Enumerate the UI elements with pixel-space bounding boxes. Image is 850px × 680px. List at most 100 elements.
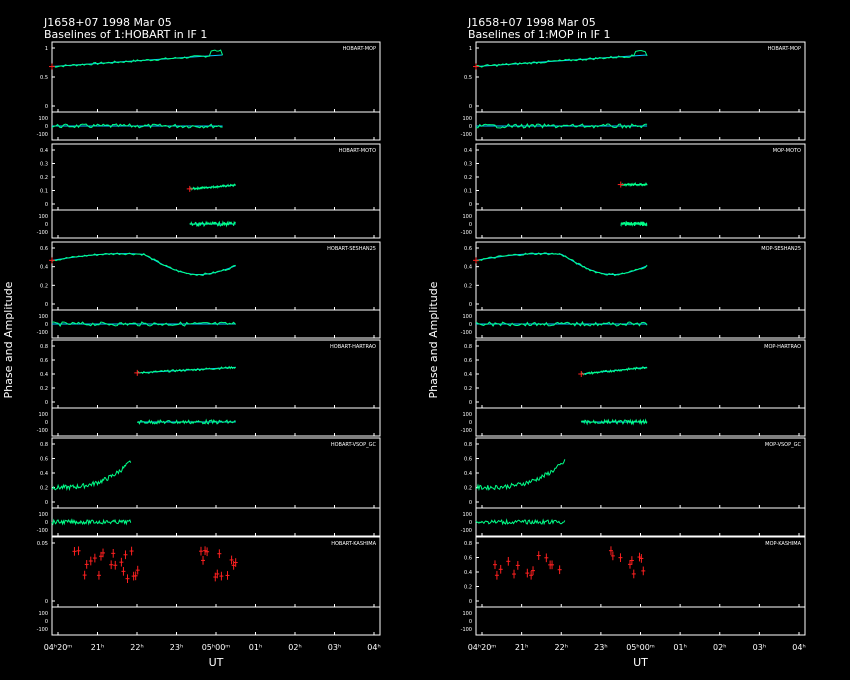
- baseline-label: HOBART-MOP: [343, 46, 376, 52]
- baseline-label: MOP-HARTRAO: [764, 344, 801, 350]
- data-phase-trace: [51, 518, 132, 526]
- x-tick-label: 05ʰ00ᵐ: [626, 643, 655, 652]
- phase-tick-label: 100: [462, 512, 472, 518]
- amplitude-tick-label: 0: [469, 202, 472, 208]
- phase-tick-label: 100: [38, 412, 48, 418]
- amplitude-frame: [51, 339, 381, 409]
- amplitude-tick-label: 0.05: [37, 541, 48, 547]
- phase-tick-label: -100: [461, 230, 472, 236]
- plot-subtitle: Baselines of 1:MOP in IF 1: [468, 28, 611, 41]
- plot-subtitle: Baselines of 1:HOBART in IF 1: [44, 28, 207, 41]
- amplitude-tick-label: 0.8: [40, 344, 48, 350]
- x-tick-label: 23ʰ: [170, 643, 183, 652]
- x-tick-label: 01ʰ: [673, 643, 686, 652]
- amplitude-tick-label: 0: [469, 302, 472, 308]
- baseline-4: MOP-HARTRAO 0.8 0.6 0.4 0.2 0 100 0 -100: [461, 339, 806, 437]
- phase-tick-label: -100: [37, 132, 48, 138]
- amplitude-frame: [51, 536, 381, 608]
- x-tick-label: 04ʰ: [367, 643, 380, 652]
- amplitude-frame: [51, 143, 381, 211]
- data-amplitude-trace: [51, 49, 224, 68]
- baseline-6: MOP-KASHIMA 0.8 0.6 0.4 0.2 0 100 0 -100: [461, 536, 806, 636]
- phase-tick-label: -100: [37, 428, 48, 434]
- phase-frame: [51, 507, 381, 537]
- baseline-2: MOP-MOTO 0.4 0.3 0.2 0.1 0 100 0 -100: [461, 143, 806, 239]
- amplitude-tick-label: 0.8: [464, 442, 472, 448]
- data-phase-trace: [51, 321, 237, 327]
- phase-frame: [475, 507, 806, 537]
- plot-title: J1658+07 1998 Mar 05: [43, 16, 172, 29]
- amplitude-frame: [475, 339, 806, 409]
- data-amplitude-trace: [580, 366, 648, 376]
- data-phase-trace: [475, 122, 648, 129]
- amplitude-tick-label: 0: [45, 500, 48, 506]
- data-phase-trace: [580, 418, 648, 426]
- data-phase-trace: [189, 220, 236, 228]
- amplitude-tick-label: 0.4: [464, 471, 472, 477]
- baseline-label: HOBART-SESHAN25: [327, 246, 376, 252]
- amplitude-tick-label: 0.3: [464, 162, 472, 168]
- phase-tick-label: 100: [462, 116, 472, 122]
- amplitude-tick-label: 0.5: [464, 75, 472, 81]
- phase-frame: [475, 606, 806, 636]
- amplitude-tick-label: 0: [45, 400, 48, 406]
- amplitude-tick-label: 0: [469, 104, 472, 110]
- amplitude-tick-label: 0.6: [40, 358, 48, 364]
- amplitude-tick-label: 0.2: [40, 486, 48, 492]
- x-tick-label: 01ʰ: [249, 643, 262, 652]
- amplitude-tick-label: 0.4: [464, 372, 472, 378]
- data-amplitude-trace: [51, 460, 132, 492]
- amplitude-tick-label: 0.8: [464, 344, 472, 350]
- amplitude-tick-label: 0.6: [464, 556, 472, 562]
- phase-tick-label: -100: [461, 627, 472, 633]
- data-phase-trace: [475, 518, 566, 526]
- baseline-3: MOP-SESHAN25 0.6 0.4 0.2 0 100 0 -100: [461, 241, 806, 339]
- amplitude-tick-label: 0.2: [464, 486, 472, 492]
- amplitude-tick-label: 0.8: [464, 541, 472, 547]
- plot-title: J1658+07 1998 Mar 05: [467, 16, 596, 29]
- x-axis-label: UT: [209, 656, 224, 669]
- baseline-label: HOBART-HARTRAO: [330, 344, 376, 350]
- amplitude-tick-label: 0.8: [40, 442, 48, 448]
- x-tick-label: 22ʰ: [555, 643, 568, 652]
- phase-tick-label: 100: [38, 314, 48, 320]
- amplitude-tick-label: 0.2: [464, 283, 472, 289]
- amplitude-tick-label: 0.4: [40, 148, 48, 154]
- phase-tick-label: -100: [461, 330, 472, 336]
- phase-tick-label: 0: [469, 520, 472, 526]
- y-axis-label: Phase and Amplitude: [2, 281, 15, 398]
- phase-tick-label: 0: [45, 322, 48, 328]
- phase-frame: [51, 606, 381, 636]
- amplitude-tick-label: 0.6: [40, 246, 48, 252]
- data-amplitude-trace: [189, 183, 237, 191]
- amplitude-tick-label: 0.6: [464, 457, 472, 463]
- data-phase-trace: [620, 220, 648, 227]
- x-tick-label: 04ʰ20ᵐ: [44, 643, 73, 652]
- amplitude-frame: [51, 437, 381, 509]
- baseline-5: HOBART-VSOP_GC 0.8 0.6 0.4 0.2 0 100 0 -100: [37, 437, 381, 537]
- amplitude-tick-label: 0.2: [464, 386, 472, 392]
- baseline-label: HOBART-MOP: [768, 46, 801, 52]
- amplitude-frame: [51, 41, 381, 113]
- amplitude-frame: [475, 241, 806, 311]
- amplitude-tick-label: 0.1: [464, 189, 472, 195]
- phase-tick-label: 0: [45, 619, 48, 625]
- baseline-4: HOBART-HARTRAO 0.8 0.6 0.4 0.2 0 100 0 -100: [37, 339, 381, 437]
- phase-tick-label: -100: [461, 528, 472, 534]
- amplitude-tick-label: 0: [45, 104, 48, 110]
- phase-tick-label: 100: [38, 214, 48, 220]
- phase-tick-label: 100: [38, 512, 48, 518]
- amplitude-tick-label: 0.6: [464, 358, 472, 364]
- baseline-6: HOBART-KASHIMA 0.05 0 100 0 -100: [37, 536, 381, 636]
- amplitude-tick-label: 0.2: [464, 585, 472, 591]
- amplitude-tick-label: 0.2: [40, 283, 48, 289]
- amplitude-tick-label: 0.3: [40, 162, 48, 168]
- amplitude-frame: [475, 536, 806, 608]
- phase-tick-label: 0: [469, 124, 472, 130]
- baseline-label: HOBART-VSOP_GC: [331, 442, 377, 448]
- x-tick-label: 02ʰ: [288, 643, 301, 652]
- phase-tick-label: 0: [45, 222, 48, 228]
- y-axis-label: Phase and Amplitude: [427, 281, 440, 398]
